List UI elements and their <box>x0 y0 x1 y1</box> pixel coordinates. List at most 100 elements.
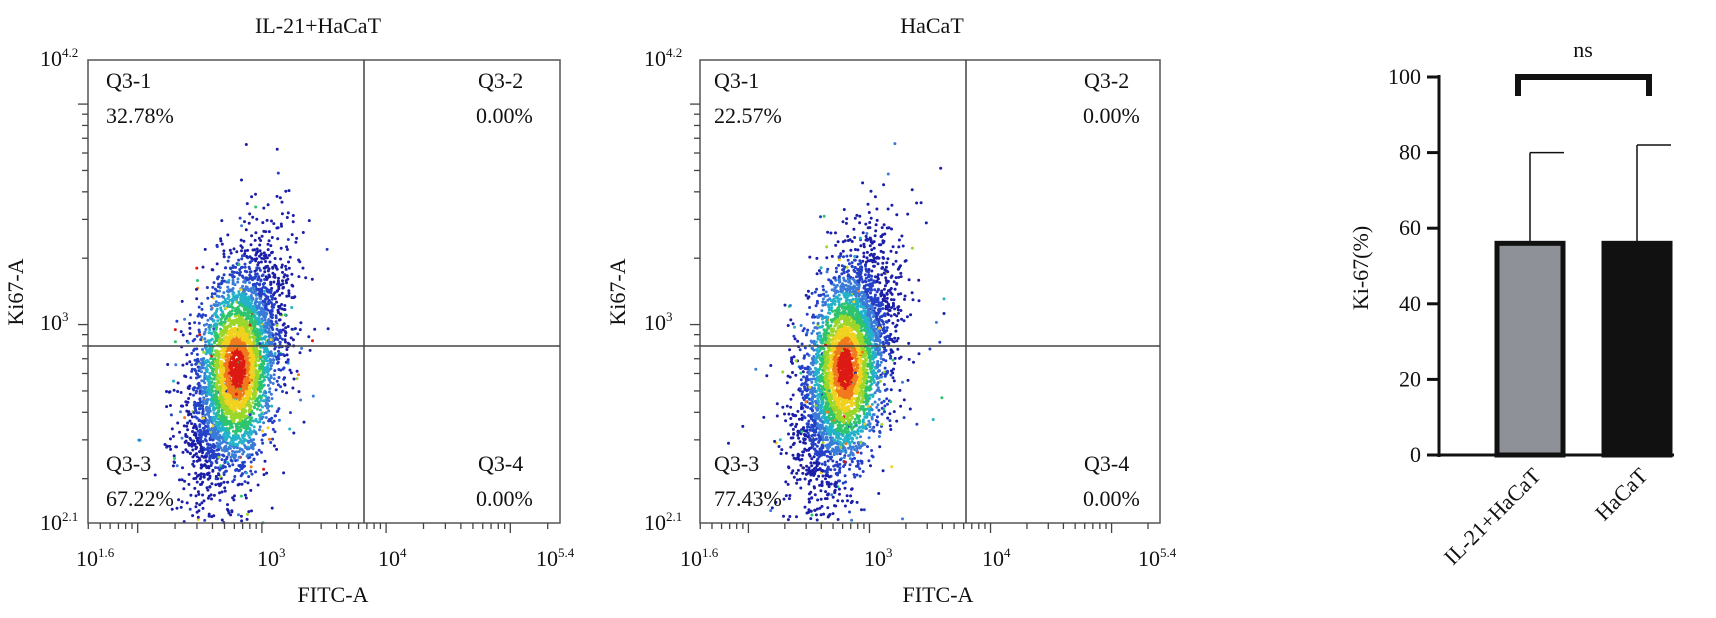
scatter-point <box>188 313 192 317</box>
scatter-point <box>307 219 311 223</box>
scatter-point <box>255 346 259 350</box>
scatter-point <box>263 337 267 341</box>
scatter-point <box>246 453 250 457</box>
scatter-point <box>912 360 915 364</box>
scatter-point <box>183 317 187 321</box>
scatter-point <box>237 290 241 294</box>
scatter-point <box>259 450 263 454</box>
scatter-point <box>277 332 280 336</box>
scatter-point <box>231 357 235 361</box>
scatter-point <box>240 519 244 523</box>
scatter-point <box>803 346 807 350</box>
scatter-point <box>302 420 306 424</box>
scatter-point <box>255 266 259 270</box>
scatter-point <box>270 342 274 346</box>
scatter-point <box>220 219 224 223</box>
scatter-point <box>215 461 219 465</box>
scatter-point <box>249 404 253 408</box>
scatter-point <box>861 231 865 235</box>
scatter-point <box>267 399 271 403</box>
scatter-point <box>239 384 243 388</box>
scatter-point <box>898 388 902 392</box>
scatter-point <box>229 458 233 462</box>
scatter-point <box>201 386 205 390</box>
scatter-point <box>287 189 291 193</box>
scatter-point <box>172 454 176 458</box>
scatter-point <box>223 465 227 469</box>
scatter-point <box>189 376 193 380</box>
scatter-point <box>213 292 217 296</box>
scatter-point <box>862 412 866 416</box>
scatter-point <box>203 413 207 417</box>
scatter-point <box>179 410 182 414</box>
scatter-point <box>255 452 259 456</box>
scatter-point <box>250 397 254 401</box>
scatter-point <box>258 350 262 353</box>
scatter-point <box>269 441 273 444</box>
scatter-point <box>252 391 256 395</box>
scatter-point <box>238 390 242 394</box>
scatter-point <box>219 441 223 445</box>
quadrant-q2-name: Q3-2 <box>478 68 523 93</box>
scatter-point <box>247 385 251 389</box>
scatter-point <box>241 452 245 456</box>
scatter-point <box>213 363 217 367</box>
scatter-point <box>209 398 213 402</box>
scatter-point <box>219 360 223 363</box>
scatter-point <box>200 370 203 374</box>
y-axis-ticks <box>78 103 88 480</box>
scatter-point <box>240 249 243 253</box>
scatter-point <box>211 402 215 406</box>
scatter-point <box>237 436 241 440</box>
scatter-point <box>186 421 190 425</box>
scatter-point <box>261 441 265 445</box>
scatter-point <box>210 387 214 391</box>
scatter-point <box>215 377 219 381</box>
scatter-point <box>183 416 187 420</box>
scatter-point <box>188 332 192 336</box>
scatter-point <box>885 261 889 265</box>
scatter-point <box>186 400 190 404</box>
scatter-point <box>169 404 172 407</box>
scatter-point <box>228 447 232 450</box>
scatter-point <box>277 418 281 422</box>
scatter-point <box>233 388 236 392</box>
scatter-point <box>195 501 199 505</box>
scatter-point <box>219 308 223 312</box>
scatter-point <box>212 493 216 497</box>
scatter-point <box>846 499 849 503</box>
scatter-point <box>244 409 247 413</box>
scatter-point <box>238 397 242 401</box>
scatter-point <box>198 450 201 454</box>
scatter-point <box>193 321 197 325</box>
scatter-point <box>257 337 261 341</box>
scatter-point <box>277 407 281 411</box>
scatter-point <box>264 256 268 260</box>
scatter-point <box>217 409 221 413</box>
scatter-point <box>240 246 244 249</box>
scatter-point <box>193 402 197 406</box>
scatter-point <box>242 280 246 284</box>
scatter-point <box>209 428 213 432</box>
scatter-point <box>215 334 219 337</box>
scatter-point <box>215 262 219 266</box>
scatter-point <box>227 384 231 388</box>
scatter-point <box>207 466 211 470</box>
scatter-point <box>263 394 267 398</box>
scatter-point <box>819 215 822 219</box>
scatter-point <box>230 361 234 365</box>
scatter-point <box>236 429 240 433</box>
scatter-point <box>193 337 197 341</box>
scatter-point <box>287 294 291 298</box>
scatter-point <box>192 349 196 352</box>
scatter-point <box>233 400 237 404</box>
scatter-point <box>237 464 241 468</box>
scatter-point <box>199 472 203 476</box>
scatter-point <box>178 430 182 434</box>
scatter-point <box>325 247 329 251</box>
scatter-point <box>182 487 186 491</box>
scatter-point <box>260 337 264 341</box>
scatter-point <box>218 289 221 293</box>
scatter-point <box>253 335 257 339</box>
scatter-point <box>216 427 220 431</box>
